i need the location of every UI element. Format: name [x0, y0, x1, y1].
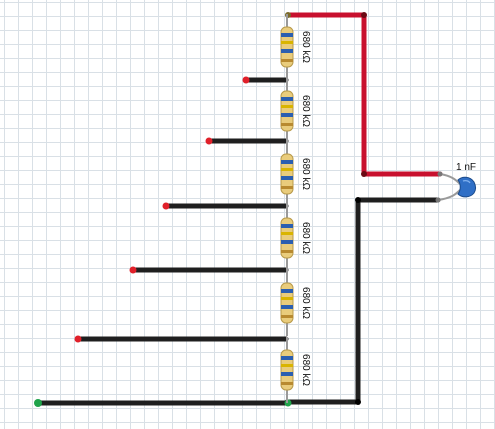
resistor-5-label: 680 kΩ: [300, 287, 311, 319]
wire-bend-top-right: [361, 12, 367, 18]
wire-bend-bottom-right: [355, 399, 361, 405]
resistor-chain: 680 kΩ 680 kΩ 680 kΩ: [280, 14, 311, 403]
resistor-6-label: 680 kΩ: [300, 354, 311, 386]
wire-positive[interactable]: [285, 12, 443, 177]
resistor-1-label: 680 kΩ: [300, 31, 311, 63]
wire-bend-mid: [361, 171, 367, 177]
tap-wire-3[interactable]: [162, 202, 289, 210]
resistor-5[interactable]: [280, 270, 294, 336]
capacitor[interactable]: [435, 171, 476, 203]
wire-negative[interactable]: [284, 197, 441, 405]
resistor-4[interactable]: [280, 205, 294, 271]
capacitor-label: 1 nF: [456, 162, 476, 173]
resistor-3-label: 680 kΩ: [300, 158, 311, 190]
resistor-6[interactable]: [280, 337, 294, 403]
wire-end-ground-left[interactable]: [34, 399, 42, 407]
tap-wire-5[interactable]: [74, 335, 289, 343]
wire-bend-right: [355, 197, 361, 203]
tap-wire-2[interactable]: [205, 137, 289, 145]
resistor-2[interactable]: [280, 78, 294, 144]
resistor-4-label: 680 kΩ: [300, 222, 311, 254]
resistor-2-label: 680 kΩ: [300, 95, 311, 127]
resistor-1[interactable]: [280, 14, 294, 80]
resistor-3[interactable]: [280, 141, 294, 207]
tap-wire-1[interactable]: [242, 76, 289, 84]
tap-wire-4[interactable]: [129, 266, 289, 274]
